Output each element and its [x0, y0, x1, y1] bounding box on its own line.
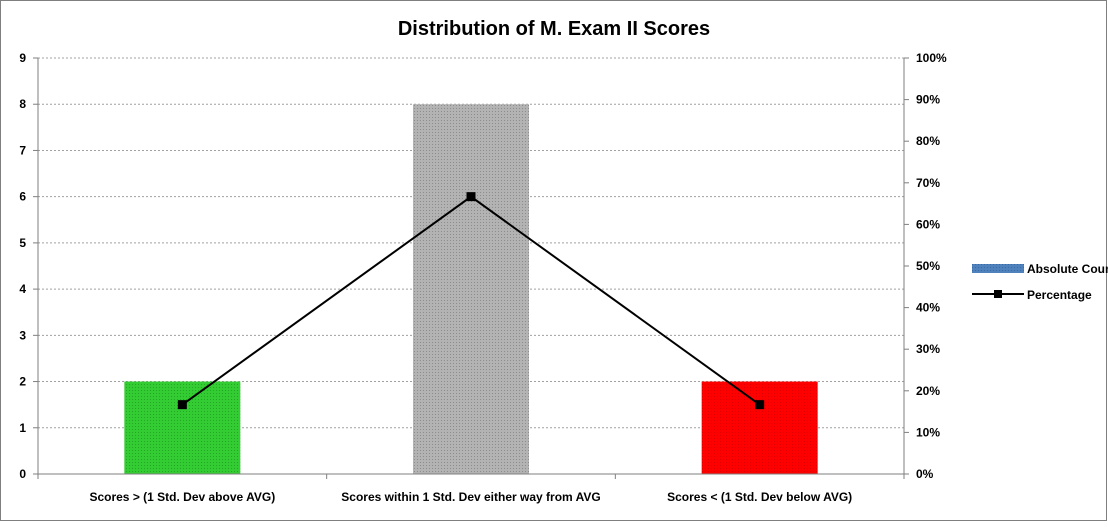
bar: [124, 381, 241, 474]
category-label: Scores < (1 Std. Dev below AVG): [667, 490, 852, 504]
right-tick-label: 80%: [916, 134, 940, 148]
axes: [33, 57, 909, 479]
left-tick-label: 0: [19, 467, 26, 481]
percentage-marker: [755, 400, 765, 410]
percentage-marker: [466, 192, 476, 202]
left-tick-label: 7: [19, 143, 26, 157]
left-tick-label: 6: [19, 190, 26, 204]
bar-series: [124, 104, 818, 474]
bar: [413, 104, 529, 474]
right-tick-label: 100%: [916, 51, 947, 65]
right-tick-label: 40%: [916, 301, 940, 315]
chart-title: Distribution of M. Exam II Scores: [398, 18, 710, 40]
right-axis-tick-labels: 0% 10% 20% 30% 40% 50% 60% 70% 80% 90% 100%: [916, 51, 947, 481]
percentage-marker: [177, 400, 187, 410]
right-tick-label: 50%: [916, 259, 940, 273]
left-tick-label: 5: [19, 236, 26, 250]
right-tick-label: 20%: [916, 384, 940, 398]
legend-label-percentage: Percentage: [1027, 288, 1092, 302]
left-tick-label: 8: [19, 97, 26, 111]
left-tick-label: 4: [19, 282, 26, 296]
left-tick-label: 9: [19, 51, 26, 65]
left-tick-label: 3: [19, 328, 26, 342]
category-labels: Scores > (1 Std. Dev above AVG) Scores wi…: [89, 490, 852, 504]
category-label: Scores within 1 Std. Dev either way from…: [341, 490, 600, 504]
right-tick-label: 60%: [916, 217, 940, 231]
left-tick-label: 2: [19, 375, 26, 389]
line-series: [177, 192, 765, 410]
right-tick-label: 30%: [916, 342, 940, 356]
right-tick-label: 90%: [916, 93, 940, 107]
category-label: Scores > (1 Std. Dev above AVG): [89, 490, 275, 504]
legend-label-absolute-count: Absolute Count: [1027, 262, 1108, 276]
right-tick-label: 0%: [916, 467, 934, 481]
right-tick-label: 10%: [916, 425, 940, 439]
left-tick-label: 1: [19, 421, 26, 435]
legend-swatch-absolute-count: [972, 264, 1024, 273]
legend-marker-percentage: [994, 290, 1002, 298]
legend: Absolute Count Percentage: [972, 262, 1108, 302]
left-axis-tick-labels: 0 1 2 3 4 5 6 7 8 9: [19, 51, 26, 481]
right-tick-label: 70%: [916, 176, 940, 190]
bar: [701, 381, 818, 474]
